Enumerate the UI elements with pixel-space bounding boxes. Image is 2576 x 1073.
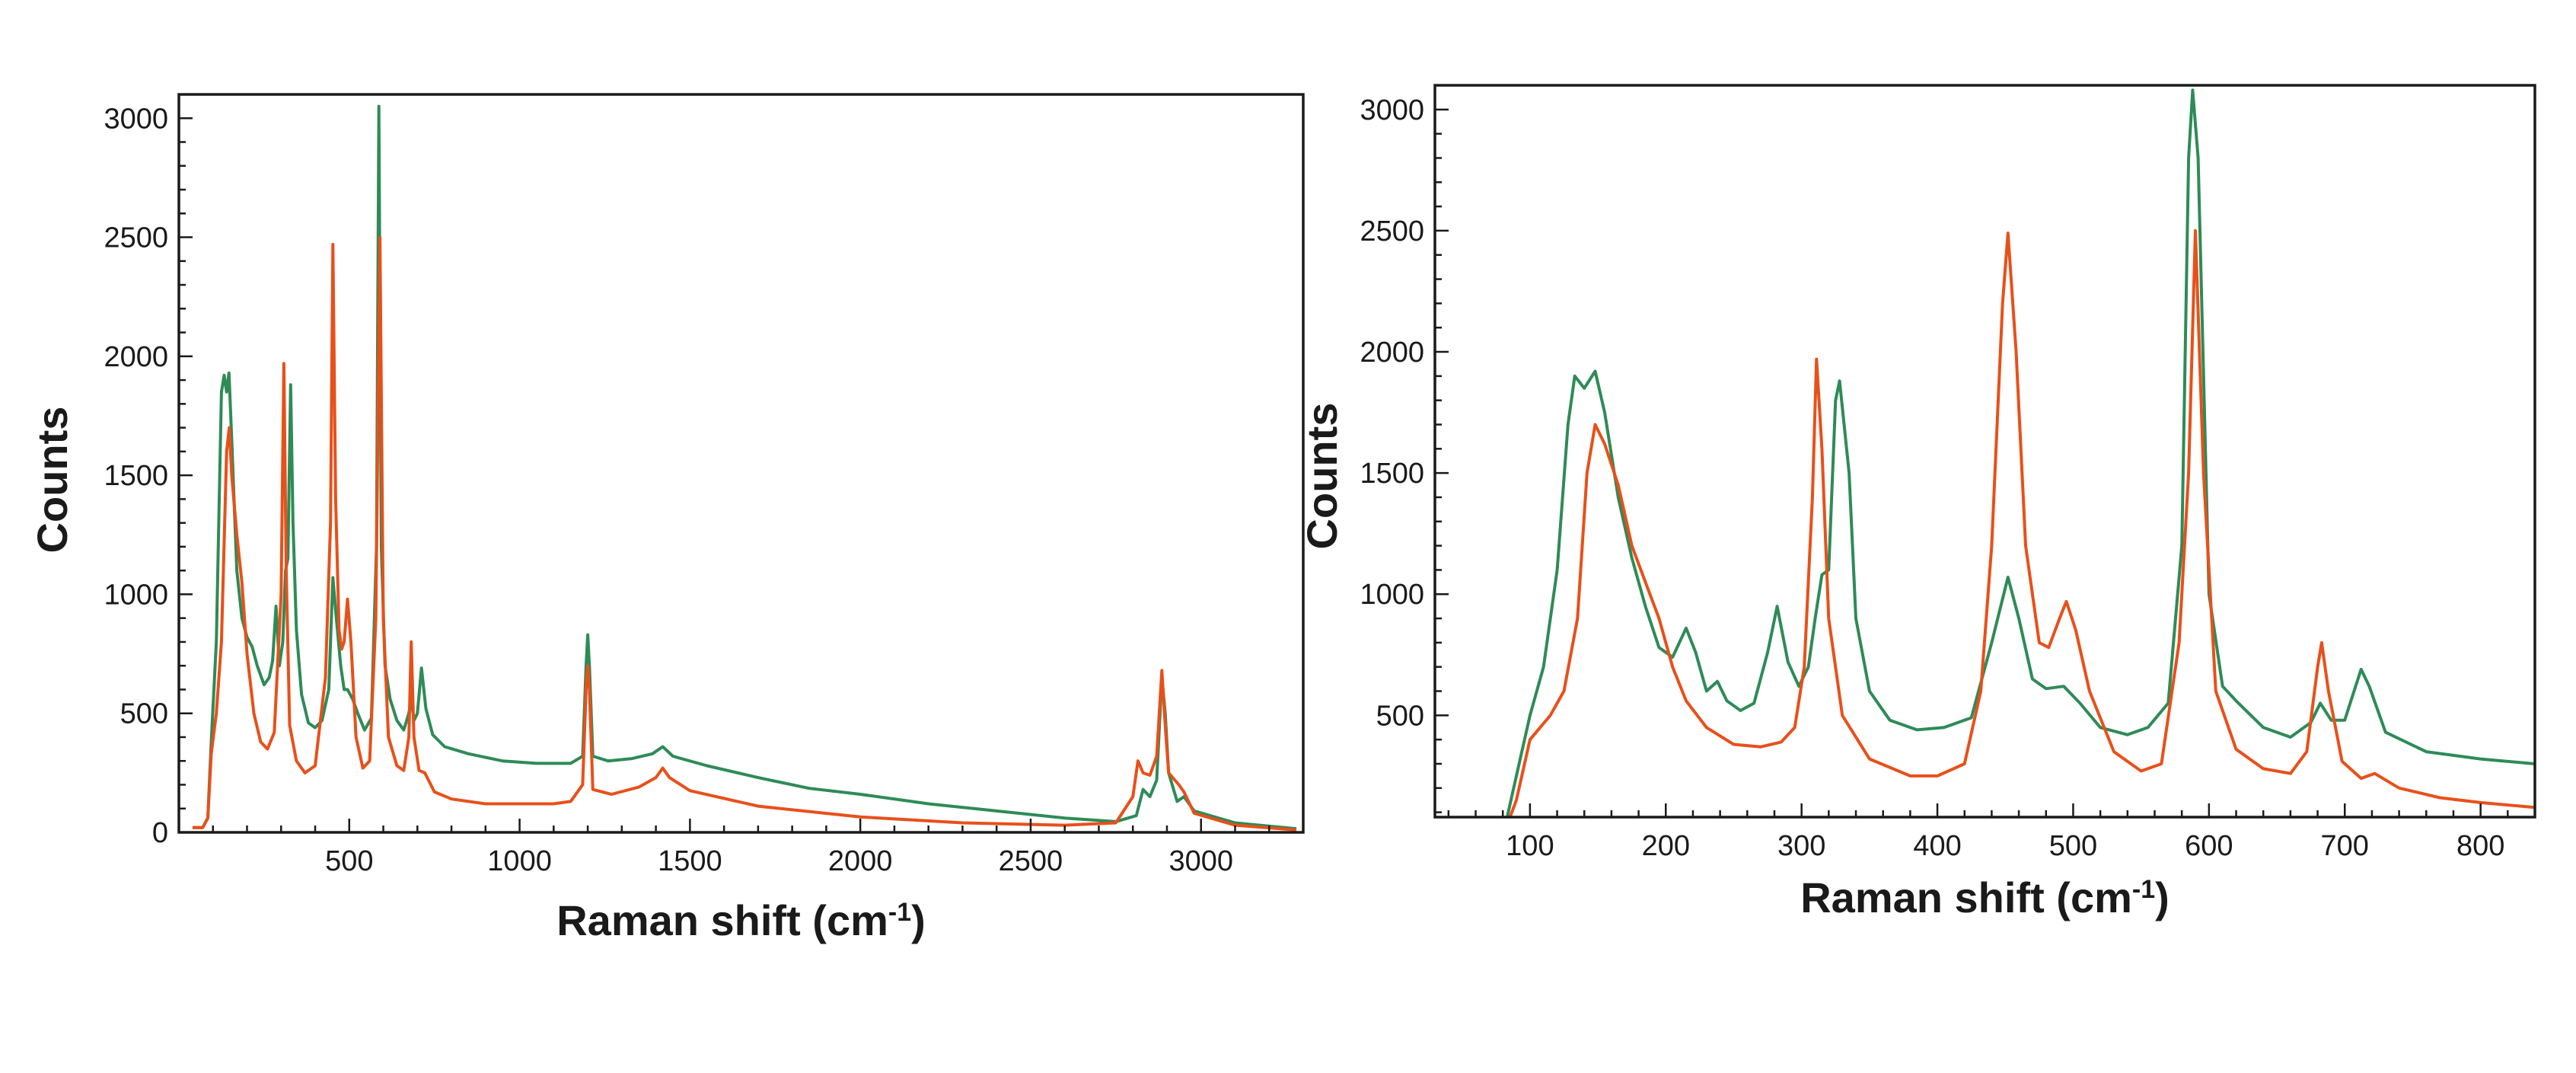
x-axis-title: Raman shift (cm-1) — [556, 896, 926, 944]
series-group — [1505, 88, 2535, 817]
series-line-orange — [1508, 228, 2535, 817]
x-axis-title-close: ) — [2155, 873, 2170, 921]
x-tick-label: 500 — [2049, 830, 2097, 862]
y-tick-label: 3000 — [104, 103, 168, 135]
y-tick-label: 1500 — [1360, 458, 1424, 490]
x-tick-label: 200 — [1642, 830, 1690, 862]
x-tick-label: 1000 — [487, 845, 552, 877]
y-tick-label: 1000 — [1360, 579, 1424, 611]
y-tick-label: 1000 — [104, 579, 168, 611]
x-tick-label: 600 — [2185, 830, 2233, 862]
series-line-green — [1505, 88, 2535, 817]
x-tick-label: 1500 — [658, 845, 722, 877]
x-axis-title: Raman shift (cm-1) — [1800, 873, 2170, 921]
x-tick-label: 2500 — [999, 845, 1063, 877]
x-axis-title-close: ) — [911, 896, 926, 944]
y-tick-label: 2500 — [104, 222, 168, 254]
x-tick-label: 3000 — [1168, 845, 1233, 877]
x-tick-label: 100 — [1506, 830, 1554, 862]
y-tick-label: 500 — [1376, 700, 1424, 732]
x-tick-label: 700 — [2321, 830, 2369, 862]
plot-frame — [1433, 84, 2536, 819]
y-tick-label: 1500 — [104, 460, 168, 492]
y-tick-label: 3000 — [1360, 94, 1424, 126]
x-tick-label: 400 — [1913, 830, 1961, 862]
series-line-orange — [192, 235, 1297, 832]
x-axis-title-sup: -1 — [888, 898, 911, 927]
x-axis-title-main: Raman shift (cm — [556, 896, 888, 944]
x-tick-label: 2000 — [828, 845, 893, 877]
x-axis-title-main: Raman shift (cm — [1800, 873, 2132, 921]
x-axis-title-sup: -1 — [2132, 875, 2155, 904]
series-line-green — [192, 104, 1297, 831]
y-tick-label: 2500 — [1360, 216, 1424, 247]
x-tick-label: 800 — [2456, 830, 2504, 862]
y-tick-label: 2000 — [1360, 337, 1424, 369]
series-group — [192, 104, 1297, 832]
y-tick-label: 0 — [152, 817, 168, 849]
y-axis-title: Counts — [1298, 403, 1346, 550]
y-tick-label: 2000 — [104, 341, 168, 373]
y-tick-label: 500 — [120, 698, 168, 730]
y-axis-title: Counts — [28, 407, 76, 554]
x-tick-label: 500 — [325, 845, 373, 877]
plot-frame — [177, 93, 1305, 834]
chart-1: 500 1000 1500 2000 2500 3000 0 500 1000 1500 2000 2… — [28, 93, 1305, 944]
x-tick-label: 300 — [1777, 830, 1825, 862]
chart-2: 100 200 300 400 500 600 700 800 500 1000 1500 2000 2… — [1298, 84, 2536, 921]
